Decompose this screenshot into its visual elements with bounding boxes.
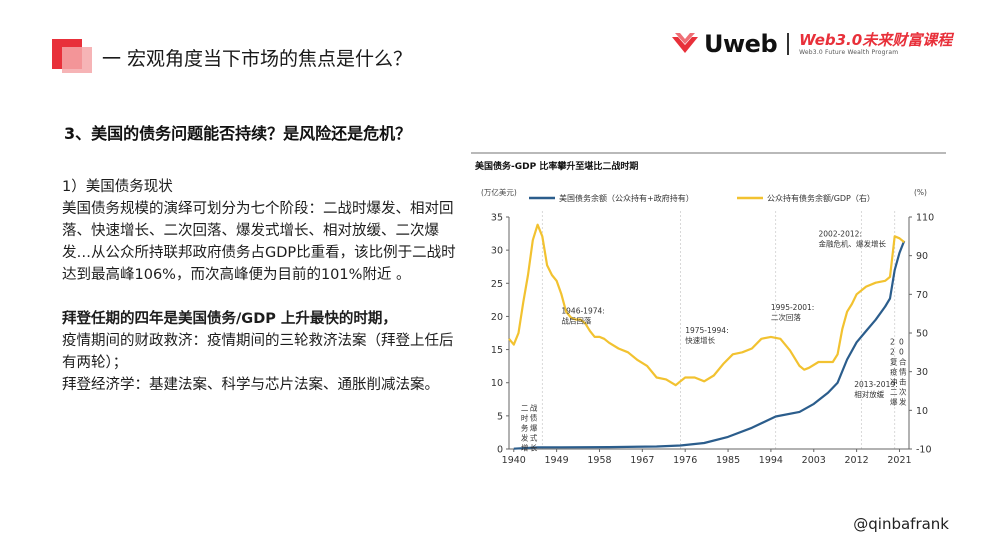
series-line-debt	[513, 240, 906, 450]
y-left-tick-label: 15	[491, 345, 503, 356]
body-paragraph-debt-stages: 美国债务规模的演绎可划分为七个阶段：二战时爆发、相对回落、快速增长、二次回落、爆…	[62, 201, 456, 283]
y-right-tick-label: 10	[916, 406, 928, 417]
x-tick-label: 1958	[587, 455, 611, 466]
y-left-tick-label: 5	[497, 411, 503, 422]
y-right-unit-label: (%)	[914, 188, 927, 197]
y-left-tick-label: 30	[491, 246, 503, 257]
y-left-tick-label: 10	[491, 378, 503, 389]
chart-annotation: 二	[521, 403, 529, 412]
y-left-tick-label: 0	[497, 445, 503, 456]
brand-name: Uweb	[704, 30, 778, 58]
chart-annotation: 金融危机、爆发增长	[819, 238, 887, 248]
chart-annotation: 发	[899, 397, 907, 407]
chart-annotation: 冲	[890, 377, 898, 387]
brand-program-subtitle: Web3.0 Future Wealth Program	[799, 48, 899, 56]
brand-logo: Uweb Web3.0未来财富课程 Web3.0 Future Wealth P…	[672, 30, 952, 58]
body-paragraph-bidenomics: 拜登经济学：基建法案、科学与芯片法案、通胀削减法案。	[62, 377, 439, 393]
x-tick-label: 2021	[887, 455, 911, 466]
chart-top-divider	[471, 152, 946, 154]
chart-annotation: 2	[890, 348, 895, 357]
title-accent-square-light	[62, 47, 92, 73]
chart-annotation: 2002-2012:	[819, 229, 862, 238]
y-left-tick-label: 35	[491, 213, 503, 224]
x-tick-label: 2003	[802, 455, 826, 466]
series-line-ratio	[508, 223, 905, 387]
chart-annotation: 战后回落	[561, 316, 591, 326]
chart-annotation: 时	[521, 412, 529, 422]
chart-svg: 美国债务-GDP 比率攀升至堪比二战时期(万亿美元) (%)05101520253…	[475, 160, 934, 466]
chart-annotation: 债	[530, 412, 538, 422]
x-tick-label: 1967	[630, 455, 654, 466]
watermark: @qinbafrank	[853, 515, 949, 533]
chart-annotation: 1995-2001:	[771, 303, 814, 312]
y-left-unit-label: (万亿美元)	[481, 187, 517, 197]
y-right-tick-label: -10	[916, 445, 932, 456]
chart-annotation: 情	[899, 367, 907, 377]
y-left-tick-label: 20	[491, 312, 503, 323]
y-right-tick-label: 70	[916, 290, 928, 301]
x-tick-label: 2012	[845, 455, 869, 466]
y-right-tick-label: 110	[916, 213, 934, 224]
x-tick-label: 1940	[502, 455, 526, 466]
chart-annotation: 务	[521, 422, 529, 432]
x-tick-label: 1985	[716, 455, 740, 466]
chart-annotation: 式	[530, 432, 538, 442]
chart-annotation: 发	[521, 432, 529, 442]
x-tick-label: 1976	[673, 455, 697, 466]
y-left-tick-label: 25	[491, 279, 503, 290]
y-right-tick-label: 90	[916, 251, 928, 262]
chart-annotation: 二	[890, 388, 898, 397]
chart-title: 美国债务-GDP 比率攀升至堪比二战时期	[475, 160, 638, 172]
chart-annotation: 1946-1974:	[561, 307, 604, 316]
body-paragraph-subtitle: 1）美国债务现状	[62, 179, 173, 195]
chart-annotation: 击	[899, 377, 907, 387]
page-title: 一 宏观角度当下市场的焦点是什么？	[102, 48, 413, 70]
chart-annotation: 增	[521, 442, 529, 452]
y-right-tick-label: 30	[916, 367, 928, 378]
chart-annotation: 爆	[530, 422, 538, 432]
body-text: 1）美国债务现状 美国债务规模的演绎可划分为七个阶段：二战时爆发、相对回落、快速…	[62, 176, 467, 396]
legend-label-debt: 美国债务余额（公众持有+政府持有）	[559, 193, 694, 203]
y-right-tick-label: 50	[916, 329, 928, 340]
chart-annotation: 二次回落	[771, 312, 801, 322]
chart-annotation: 疫	[890, 367, 898, 377]
chart-annotation: 相对放缓	[854, 389, 884, 399]
body-paragraph-biden-term: 拜登任期的四年是美国债务/GDP 上升最快的时期，	[62, 311, 397, 327]
section-heading: 3、美国的债务问题能否持续？是风险还是危机？	[64, 124, 412, 143]
chart-annotation: 2	[890, 338, 895, 347]
chart-annotation: 1975-1994:	[685, 326, 728, 335]
chart-annotation: 战	[530, 402, 538, 412]
chart-annotation: 快速增长	[685, 335, 715, 345]
uweb-logo-icon	[672, 33, 698, 55]
chart-annotation: 长	[530, 442, 538, 452]
x-tick-label: 1994	[759, 455, 783, 466]
x-tick-label: 1949	[545, 455, 569, 466]
body-paragraph-covid-relief: 疫情期间的财政救济：疫情期间的三轮救济法案（拜登上任后有两轮）；	[62, 333, 454, 371]
chart-annotation: 次	[899, 387, 907, 397]
brand-program-title: Web3.0未来财富课程	[799, 30, 953, 49]
chart-annotation: 0	[899, 338, 904, 347]
chart-annotation: 2013-2019:	[854, 380, 897, 389]
debt-gdp-chart: 美国债务-GDP 比率攀升至堪比二战时期 (万亿美元) (%) 0 5 10 15 20 25 3…	[471, 157, 946, 473]
brand-divider	[787, 33, 790, 55]
chart-annotation: 0	[899, 348, 904, 357]
chart-annotation: 复	[890, 357, 898, 367]
chart-annotation: 合	[899, 357, 907, 367]
legend-label-ratio: 公众持有债务余额/GDP（右）	[767, 193, 875, 203]
chart-annotation: 爆	[890, 397, 898, 407]
